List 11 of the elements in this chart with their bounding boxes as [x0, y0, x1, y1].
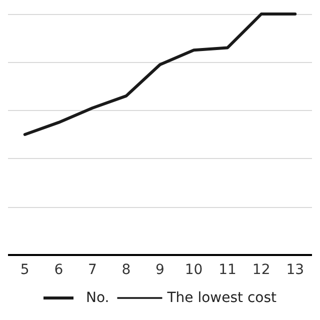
legend-label: No.: [86, 290, 110, 306]
x-tick-label: 6: [54, 262, 64, 278]
x-tick-label: 11: [218, 262, 236, 278]
legend-label: The lowest cost: [166, 290, 278, 306]
x-tick-label: 5: [20, 262, 30, 278]
x-tick-label: 13: [286, 262, 304, 278]
x-tick-label: 9: [156, 262, 164, 278]
x-tick-label: 10: [184, 262, 203, 278]
x-tick-label: 7: [88, 262, 97, 278]
x-tick-label: 12: [252, 262, 270, 278]
x-tick-label: 8: [122, 262, 131, 278]
